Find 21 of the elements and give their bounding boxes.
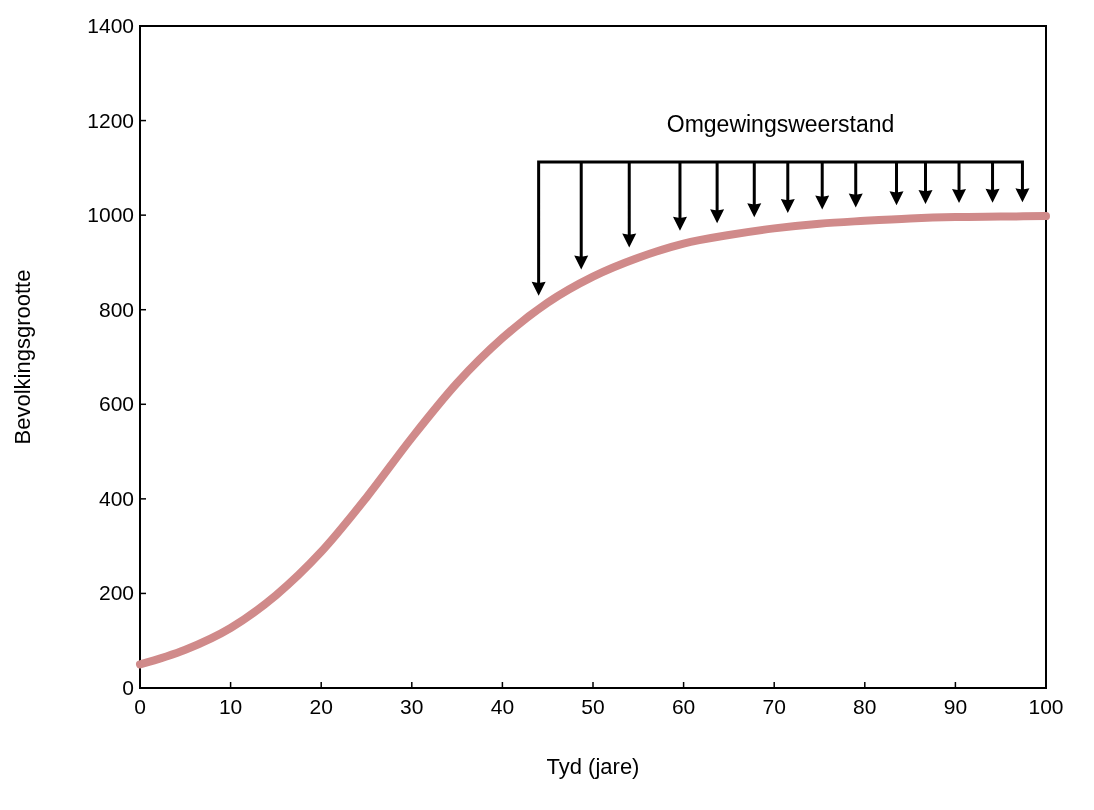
x-tick-label: 50 <box>581 695 605 718</box>
annotation: Omgewingsweerstand <box>666 111 895 137</box>
x-axis-title: Tyd (jare) <box>546 754 640 779</box>
x-tick-label: 20 <box>309 695 333 718</box>
y-tick-label: 0 <box>122 676 134 699</box>
y-tick-label: 1000 <box>87 203 134 227</box>
y-tick-label: 1200 <box>87 108 134 132</box>
y-tick-label: 1400 <box>87 14 134 37</box>
x-tick-label: 70 <box>762 695 786 718</box>
y-tick-label: 600 <box>98 392 134 416</box>
y-tick-label: 200 <box>98 581 134 605</box>
x-tick-label: 100 <box>1028 695 1064 718</box>
x-tick-label: 40 <box>490 695 515 718</box>
y-tick-label: 800 <box>98 297 134 321</box>
x-tick-label: 60 <box>671 695 696 718</box>
x-tick-label: 80 <box>853 695 877 718</box>
x-tick-label: 10 <box>218 695 243 718</box>
y-axis-title: Bevolkingsgrootte <box>10 269 35 445</box>
x-tick-label: 30 <box>400 695 424 718</box>
x-tick-label: 90 <box>943 695 968 718</box>
y-tick-label: 400 <box>98 486 134 510</box>
